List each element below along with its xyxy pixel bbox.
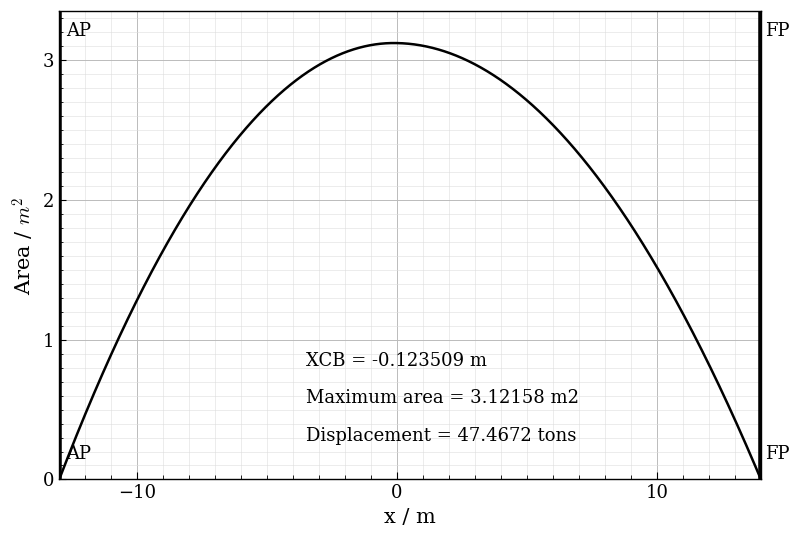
Text: AP: AP (66, 22, 90, 40)
Y-axis label: Area / $m^2$: Area / $m^2$ (11, 196, 38, 294)
Text: Displacement = 47.4672 tons: Displacement = 47.4672 tons (306, 427, 577, 445)
Text: AP: AP (66, 445, 90, 463)
Text: FP: FP (765, 22, 790, 40)
Text: XCB = -0.123509 m: XCB = -0.123509 m (306, 352, 487, 370)
X-axis label: x / m: x / m (384, 508, 436, 527)
Text: FP: FP (765, 445, 790, 463)
Text: Maximum area = 3.12158 m2: Maximum area = 3.12158 m2 (306, 390, 579, 407)
